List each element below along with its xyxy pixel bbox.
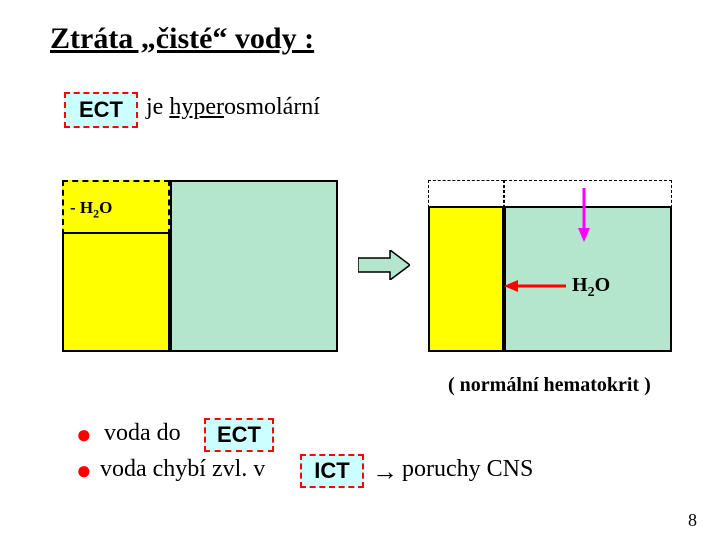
page-title: Ztráta „čisté“ vody : [50, 22, 314, 56]
hyper-suffix: osmolární [224, 94, 320, 120]
bullet-1-text: voda do [104, 420, 181, 447]
bullet-2-icon: ● [76, 456, 92, 486]
bullet2-prefix: voda chybí zvl. v [100, 456, 265, 482]
ect-box-bullet1: ECT [204, 418, 274, 452]
bullet1-prefix: voda do [104, 420, 181, 446]
h2o-label: H2O [570, 274, 612, 301]
page-number: 8 [688, 510, 697, 531]
bullet2-suffix: poruchy CNS [402, 456, 533, 483]
hematokrit-label: ( normální hematokrit ) [448, 374, 651, 397]
h2o-minus-label: - H2O [70, 198, 112, 221]
bullet-2-text: voda chybí zvl. v [100, 456, 265, 483]
arrow-symbol: → [372, 456, 398, 487]
ect-box-top: ECT [64, 92, 138, 128]
right-yellow-inner [428, 206, 504, 352]
left-green [170, 180, 338, 352]
mid-arrow-icon [358, 250, 410, 280]
hyper-prefix: je [146, 94, 169, 120]
ict-box-bullet2: ICT [300, 454, 364, 488]
bullet-1-icon: ● [76, 420, 92, 450]
hyper-underlined: hyper [169, 94, 224, 120]
left-yellow-inner [62, 232, 170, 352]
hyper-label: je hyperosmolární [146, 94, 320, 121]
